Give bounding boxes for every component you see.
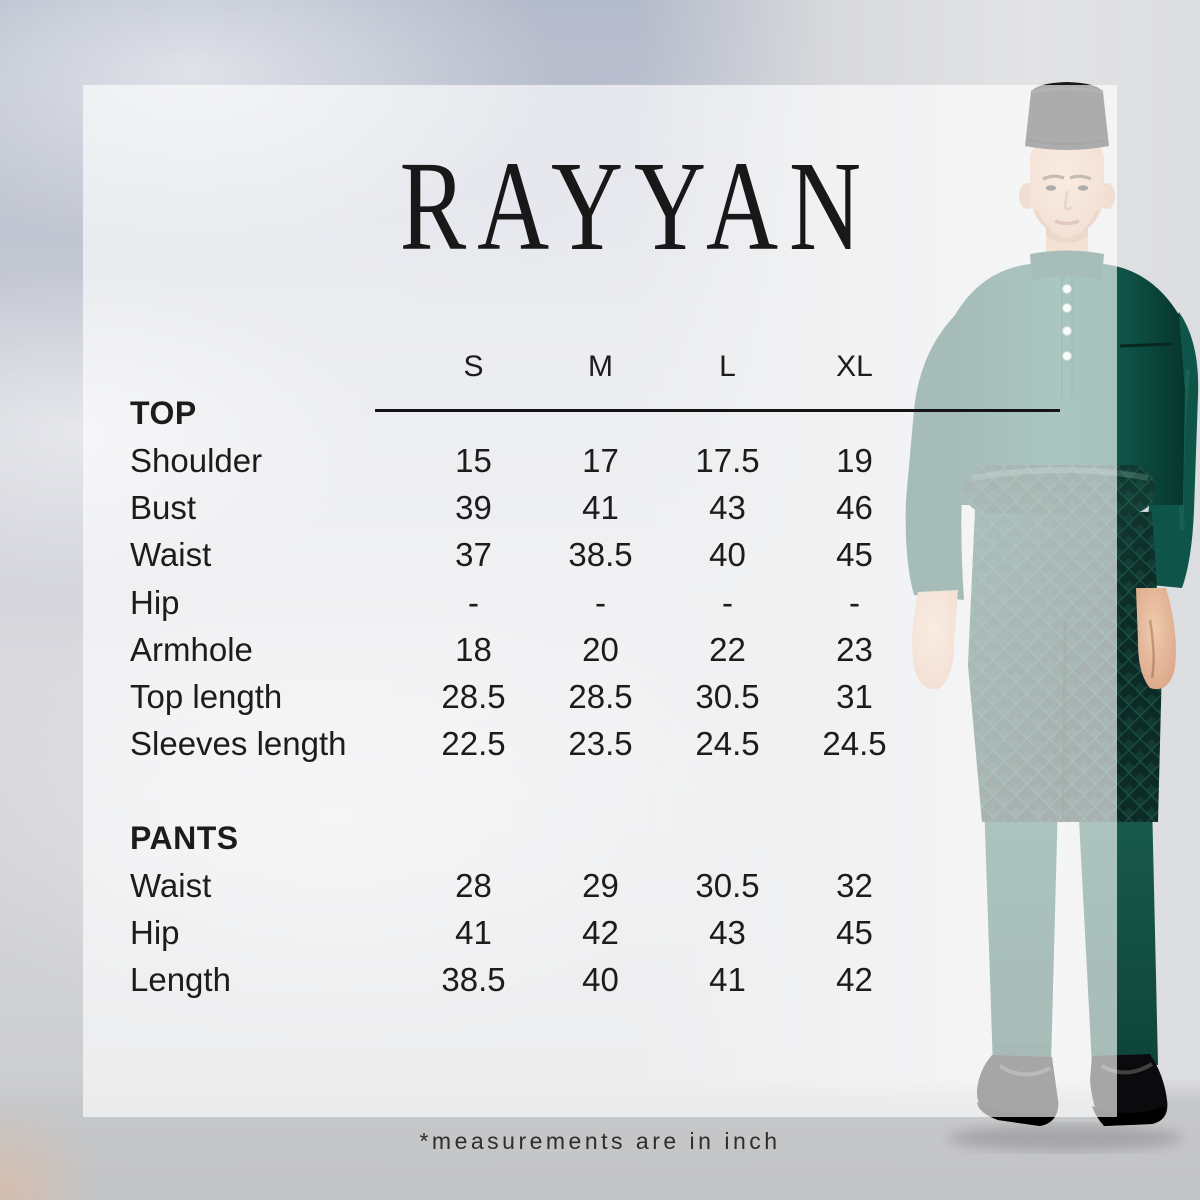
- cell: 46: [836, 489, 873, 527]
- cell: 17: [582, 441, 619, 479]
- cell: -: [849, 583, 860, 621]
- row-label: Top length: [130, 677, 283, 715]
- col-header-xl: XL: [836, 349, 873, 383]
- measurement-note: *measurements are in inch: [419, 1128, 781, 1154]
- cell: 20: [582, 630, 619, 668]
- row-label: Waist: [130, 536, 212, 574]
- cell: 24.5: [822, 725, 887, 763]
- cell: 17.5: [695, 441, 760, 479]
- section-title-pants: PANTS: [130, 819, 239, 856]
- spacer-cell: [130, 343, 410, 390]
- row-label: Length: [130, 961, 231, 999]
- cell: -: [595, 583, 606, 621]
- cell: 24.5: [695, 725, 760, 763]
- chest-pocket-line: [1119, 342, 1173, 348]
- size-chart-panel: RAYYAN S M L XL TOP Shoulder 15 17 17.5 …: [83, 85, 1117, 1117]
- row-label: Bust: [130, 489, 197, 527]
- col-header-m: M: [588, 349, 613, 383]
- cell: -: [468, 583, 479, 621]
- cell: 39: [455, 489, 492, 527]
- row-label: Shoulder: [130, 441, 263, 479]
- product-title: RAYYAN: [399, 135, 873, 277]
- cell: 42: [582, 913, 619, 951]
- cell: 31: [836, 677, 873, 715]
- cell: 28: [455, 866, 492, 904]
- cell: 23: [836, 630, 873, 668]
- cell: 22.5: [441, 725, 506, 763]
- cell: 45: [836, 913, 873, 951]
- floor-shadow: [947, 1125, 1183, 1151]
- cell: 40: [582, 961, 619, 999]
- cell: 42: [836, 961, 873, 999]
- row-label: Waist: [130, 866, 212, 904]
- cell: 43: [709, 489, 746, 527]
- cell: 41: [455, 913, 492, 951]
- cell: 41: [709, 961, 746, 999]
- row-label: Armhole: [130, 630, 253, 668]
- cell: 40: [709, 536, 746, 574]
- cell: 15: [455, 441, 492, 479]
- col-header-l: L: [719, 349, 736, 383]
- cell: 29: [582, 866, 619, 904]
- cell: 23.5: [568, 725, 633, 763]
- cell: 38.5: [568, 536, 633, 574]
- cell: 30.5: [695, 677, 760, 715]
- cell: -: [722, 583, 733, 621]
- cell: 32: [836, 866, 873, 904]
- row-label: Hip: [130, 913, 180, 951]
- cell: 28.5: [568, 677, 633, 715]
- row-label: Hip: [130, 583, 180, 621]
- table-header-rule: [375, 409, 1060, 412]
- cell: 43: [709, 913, 746, 951]
- cell: 28.5: [441, 677, 506, 715]
- cell: 22: [709, 630, 746, 668]
- cell: 37: [455, 536, 492, 574]
- size-table: S M L XL TOP Shoulder 15 17 17.5 19 Bust…: [130, 343, 918, 1004]
- cell: 45: [836, 536, 873, 574]
- row-label: Sleeves length: [130, 725, 347, 763]
- cell: 19: [836, 441, 873, 479]
- cell: 30.5: [695, 866, 760, 904]
- cell: 38.5: [441, 961, 506, 999]
- cell: 41: [582, 489, 619, 527]
- col-header-s: S: [463, 349, 484, 383]
- section-title-top: TOP: [130, 395, 197, 432]
- section-gap: [130, 768, 918, 815]
- cell: 18: [455, 630, 492, 668]
